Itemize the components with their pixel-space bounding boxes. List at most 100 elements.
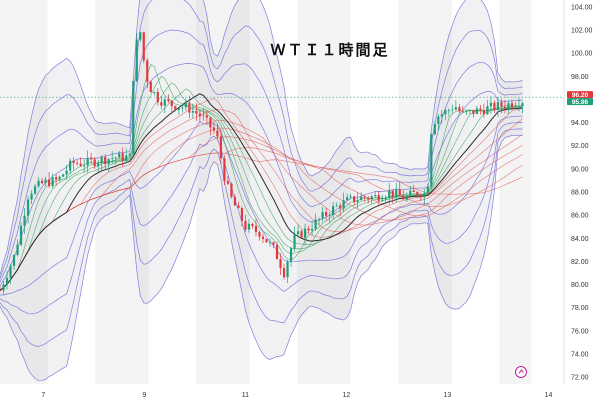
candle — [517, 98, 521, 112]
candle — [219, 129, 223, 165]
candle — [174, 105, 177, 112]
candle — [447, 108, 450, 117]
candle — [468, 109, 471, 115]
candle — [86, 150, 89, 173]
candle — [395, 182, 398, 203]
candle — [9, 263, 12, 285]
candle — [317, 217, 321, 226]
x-tick-label: 7 — [41, 392, 45, 399]
band-lower-line — [0, 115, 523, 296]
x-tick-label: 11 — [242, 392, 249, 399]
ma-green-line — [0, 75, 523, 291]
candle — [16, 239, 19, 257]
candle — [339, 202, 342, 216]
candle — [503, 100, 507, 114]
candle — [363, 195, 366, 202]
candle — [132, 80, 135, 159]
candle — [100, 154, 103, 172]
candle — [500, 99, 503, 114]
candle — [149, 80, 152, 93]
candle — [184, 98, 187, 111]
candle — [405, 192, 408, 202]
y-tick-label: 72.00 — [571, 375, 589, 382]
candle — [83, 159, 86, 173]
candle — [30, 190, 33, 204]
candle — [356, 192, 359, 209]
candle — [72, 157, 75, 170]
candle — [237, 201, 240, 209]
candle — [216, 124, 219, 141]
candle — [212, 122, 215, 134]
candle — [2, 280, 5, 295]
candle — [209, 116, 212, 136]
candle — [384, 195, 387, 204]
y-tick-label: 102.00 — [571, 28, 593, 35]
candle — [381, 194, 384, 202]
candle — [181, 104, 184, 113]
candle — [321, 207, 324, 222]
ma-red-line — [0, 152, 523, 291]
candle — [465, 110, 468, 116]
candle — [195, 103, 198, 121]
y-tick-label: 78.00 — [571, 305, 589, 312]
ma-black-line — [0, 93, 523, 291]
candle — [461, 105, 464, 113]
candle — [409, 185, 412, 197]
candle — [332, 201, 335, 220]
y-tick-label: 76.00 — [571, 328, 589, 335]
y-tick-labels: 72.00 74.00 76.00 78.00 80.00 82.00 84.00 86.00… — [571, 4, 593, 381]
candle — [398, 182, 401, 196]
candle — [444, 107, 447, 121]
price-badge-lower — [567, 98, 593, 106]
candle — [374, 190, 377, 197]
candle — [177, 107, 180, 115]
candle — [282, 263, 286, 280]
candle — [244, 215, 247, 232]
candle — [419, 193, 422, 202]
candle — [314, 213, 317, 232]
candle — [475, 105, 478, 115]
candle — [416, 191, 419, 198]
candle — [391, 190, 394, 204]
candle — [65, 165, 68, 180]
x-tick-label: 14 — [545, 392, 553, 399]
candle — [268, 238, 272, 247]
ma-green-line — [0, 88, 523, 291]
candle — [254, 218, 258, 237]
candle — [90, 152, 93, 164]
candle — [370, 194, 373, 204]
candle — [12, 254, 16, 270]
candle — [51, 173, 54, 189]
candle — [275, 241, 279, 260]
y-tick-label: 98.00 — [571, 74, 589, 81]
y-tick-label: 92.00 — [571, 143, 589, 150]
band-lower-line — [0, 134, 523, 382]
candle — [58, 175, 61, 182]
candle — [79, 157, 82, 167]
candlesticks — [0, 31, 564, 295]
candle — [514, 102, 517, 110]
candle — [135, 32, 138, 83]
candle — [472, 109, 475, 118]
candle — [230, 182, 233, 199]
candle — [489, 96, 493, 114]
candle — [5, 270, 9, 290]
x-tick-label: 12 — [342, 392, 350, 399]
y-tick-label: 104.00 — [571, 4, 593, 11]
candle — [310, 221, 314, 236]
candle — [346, 193, 349, 201]
tradingview-logo-icon[interactable] — [515, 366, 527, 378]
candle — [107, 158, 110, 173]
candle — [125, 148, 128, 163]
band-upper-line — [0, 0, 523, 275]
candle — [293, 226, 296, 252]
candle — [19, 221, 23, 247]
candle — [353, 195, 356, 205]
candle — [121, 147, 124, 167]
candle — [139, 31, 142, 42]
price-badge-upper — [567, 91, 593, 99]
candle — [261, 233, 265, 244]
candle — [114, 156, 117, 165]
